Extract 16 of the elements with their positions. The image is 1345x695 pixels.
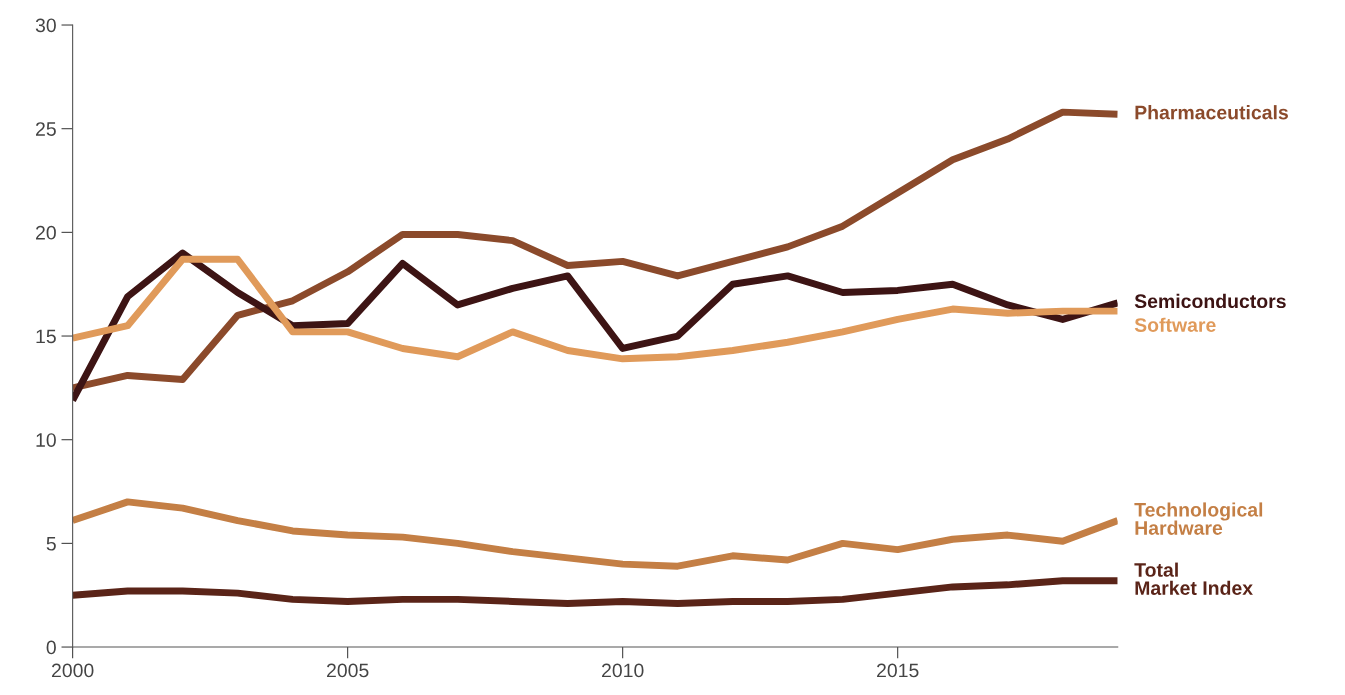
series-label: Pharmaceuticals — [1135, 105, 1288, 120]
y-tick-label: 30 — [35, 18, 56, 33]
y-tick-label: 5 — [46, 537, 56, 551]
x-tick-label: 2000 — [51, 663, 94, 678]
y-tick-label: 25 — [36, 122, 56, 136]
series-label: Total Market Index — [1134, 562, 1253, 595]
y-tick-label: 10 — [36, 433, 56, 447]
series-label: Software — [1134, 317, 1216, 332]
x-tick-label: 2005 — [327, 663, 369, 678]
series-label: Semiconductors — [1134, 293, 1286, 309]
y-tick-label: 20 — [36, 225, 56, 240]
y-tick-label: 0 — [46, 640, 56, 655]
x-tick-label: 2015 — [877, 663, 919, 678]
series-label: Technological Hardware — [1134, 502, 1263, 535]
y-tick-label: 15 — [36, 329, 56, 344]
x-tick-label: 2010 — [602, 663, 644, 678]
